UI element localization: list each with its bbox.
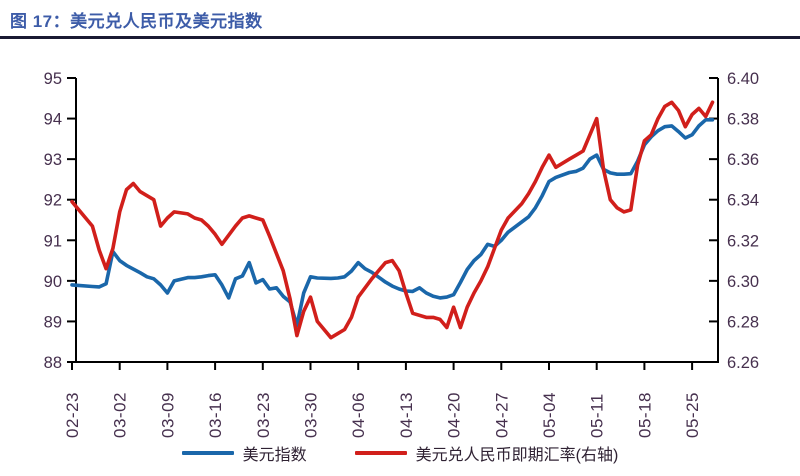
axis-frame: [75, 78, 719, 363]
x-tick-label: 05-18: [635, 392, 654, 438]
x-tick-label: 05-11: [588, 393, 607, 438]
x-tick-label: 05-04: [540, 392, 559, 438]
legend-label-usdcny: 美元兑人民币即期汇率(右轴): [415, 447, 619, 464]
y-left-tick-label: 88: [44, 354, 62, 372]
x-tick-label: 04-27: [492, 392, 511, 438]
y-left-tick-label: 92: [44, 192, 62, 210]
y-right-tick-label: 6.26: [727, 354, 759, 372]
x-tick-label: 03-02: [111, 392, 130, 438]
legend-item-usd-index: 美元指数: [181, 441, 307, 465]
x-tick-label: 02-23: [63, 392, 82, 438]
x-tick-label: 03-23: [254, 392, 273, 438]
y-right-tick-label: 6.28: [727, 313, 759, 331]
title-divider: [0, 36, 800, 39]
y-right-tick-label: 6.30: [727, 273, 759, 291]
y-left-tick-label: 94: [44, 111, 62, 129]
legend-swatch-usd-index: [181, 451, 234, 455]
usdcny-line: [70, 100, 715, 340]
x-tick-label: 04-06: [349, 392, 368, 438]
legend-label-usd-index: 美元指数: [242, 447, 307, 464]
legend-item-usdcny: 美元兑人民币即期汇率(右轴): [354, 441, 619, 465]
figure-title: 图 17：美元兑人民币及美元指数: [10, 12, 263, 31]
x-tick-label: 03-30: [302, 392, 321, 438]
y-right-tick-label: 6.34: [727, 192, 759, 210]
x-tick-label: 03-16: [206, 392, 225, 438]
y-left-tick-label: 89: [44, 313, 62, 331]
x-tick-label: 04-20: [445, 392, 464, 438]
y-right-tick-label: 6.36: [727, 151, 759, 169]
x-tick-label: 03-09: [158, 392, 177, 438]
y-right-tick-label: 6.38: [727, 111, 759, 129]
y-left-tick-label: 91: [44, 232, 62, 250]
y-left-tick-label: 93: [44, 151, 62, 169]
y-left-tick-label: 95: [44, 70, 62, 88]
x-tick-label: 04-13: [397, 392, 416, 438]
x-tick-label: 05-25: [683, 392, 702, 438]
y-right-tick-label: 6.32: [727, 232, 759, 250]
y-right-tick-label: 6.40: [727, 70, 759, 88]
chart-legend: 美元指数 美元兑人民币即期汇率(右轴): [0, 440, 800, 466]
legend-swatch-usdcny: [354, 451, 407, 455]
y-left-tick-label: 90: [44, 273, 62, 291]
usd-index-line: [70, 118, 715, 328]
